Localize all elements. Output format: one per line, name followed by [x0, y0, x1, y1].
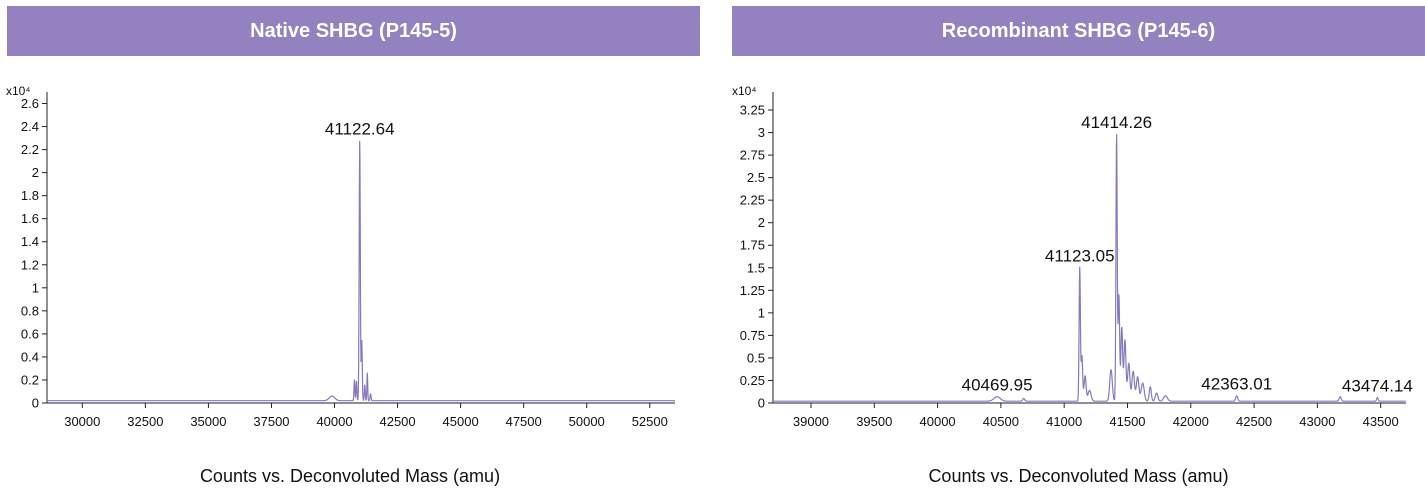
y-tick-label: 2.25 — [740, 193, 765, 208]
peak-label: 40469.95 — [962, 375, 1033, 394]
x-tick-label: 42000 — [1173, 414, 1209, 429]
y-tick-label: 0.6 — [21, 326, 39, 341]
chart-panel-native: Native SHBG (P145-5) x10⁴ 0 0.2 0.4 0.6 0.8 1 1… — [0, 0, 700, 493]
x-tick-label: 39000 — [793, 414, 829, 429]
y-tick-label: 0 — [758, 396, 765, 411]
y-tick-label: 0.5 — [747, 350, 765, 365]
y-tick-label: 2.4 — [21, 119, 39, 134]
x-tick-label: 43000 — [1299, 414, 1335, 429]
x-tick-label: 40000 — [316, 414, 352, 429]
x-tick-label: 32500 — [127, 414, 163, 429]
recombinant-shbg-chart: x10⁴ 0 0.25 0.5 0.75 1 1.25 1.5 1.75 2 2.25 2.5 2.75… — [732, 84, 1413, 429]
x-tick-label: 30000 — [64, 414, 100, 429]
y-tick-label: 1 — [758, 305, 765, 320]
y-tick-label: 0 — [32, 396, 39, 411]
y-tick-label: 3.25 — [740, 103, 765, 118]
chart-title: Recombinant SHBG (P145-6) — [732, 6, 1425, 56]
peak-label: 41123.05 — [1045, 247, 1115, 266]
y-tick-label: 0.25 — [740, 373, 765, 388]
x-tick-label: 41000 — [1046, 414, 1082, 429]
y-tick-label: 0.2 — [21, 372, 39, 387]
x-axis-label: Counts vs. Deconvoluted Mass (amu) — [199, 466, 501, 486]
peak-label: 41414.26 — [1081, 113, 1152, 132]
y-tick-label: 0.75 — [740, 328, 765, 343]
x-tick-label: 40000 — [920, 414, 956, 429]
x-tick-label: 39500 — [856, 414, 892, 429]
y-tick-label: 3 — [758, 125, 765, 140]
y-tick-label: 2.5 — [747, 170, 765, 185]
peak-label: 41122.64 — [325, 120, 395, 139]
spectrum-trace — [772, 134, 1407, 402]
y-tick-label: 1.8 — [21, 188, 39, 203]
x-tick-label: 43500 — [1363, 414, 1399, 429]
x-tick-label: 47500 — [506, 414, 542, 429]
y-tick-label: 1.75 — [740, 238, 765, 253]
x-tick-label: 45000 — [443, 414, 479, 429]
chart-panel-recombinant: Recombinant SHBG (P145-6) x10⁴ 0 0.25 0.5 0.… — [732, 0, 1425, 493]
y-tick-label: 2 — [32, 165, 39, 180]
peak-label: 43474.14 — [1342, 376, 1413, 395]
y-multiplier-label: x10⁴ — [6, 84, 31, 98]
y-tick-label: 2.75 — [740, 148, 765, 163]
y-tick-label: 0.4 — [21, 349, 39, 364]
chart-title: Native SHBG (P145-5) — [7, 6, 700, 56]
x-tick-label: 42500 — [379, 414, 415, 429]
y-tick-label: 2.6 — [21, 96, 39, 111]
x-tick-label: 41500 — [1109, 414, 1145, 429]
peak-label: 42363.01 — [1201, 375, 1272, 394]
y-tick-label: 2 — [758, 215, 765, 230]
x-tick-label: 50000 — [569, 414, 605, 429]
x-tick-label: 52500 — [632, 414, 668, 429]
y-tick-label: 1.5 — [747, 260, 765, 275]
native-shbg-chart: x10⁴ 0 0.2 0.4 0.6 0.8 1 1.2 1.4 1.6 1.8 2 2.2 2.4 2.6… — [6, 84, 676, 429]
x-tick-label: 35000 — [190, 414, 226, 429]
y-tick-label: 1 — [32, 280, 39, 295]
y-multiplier-label: x10⁴ — [732, 84, 757, 98]
y-tick-label: 1.2 — [21, 257, 39, 272]
y-tick-label: 1.6 — [21, 211, 39, 226]
y-tick-label: 1.4 — [21, 234, 39, 249]
spectrum-trace — [46, 140, 676, 402]
y-tick-label: 1.25 — [740, 283, 765, 298]
x-tick-label: 40500 — [983, 414, 1019, 429]
x-tick-label: 37500 — [253, 414, 289, 429]
x-tick-label: 42500 — [1236, 414, 1272, 429]
y-tick-label: 2.2 — [21, 142, 39, 157]
y-tick-label: 0.8 — [21, 303, 39, 318]
x-axis-label: Counts vs. Deconvoluted Mass (amu) — [928, 466, 1229, 486]
